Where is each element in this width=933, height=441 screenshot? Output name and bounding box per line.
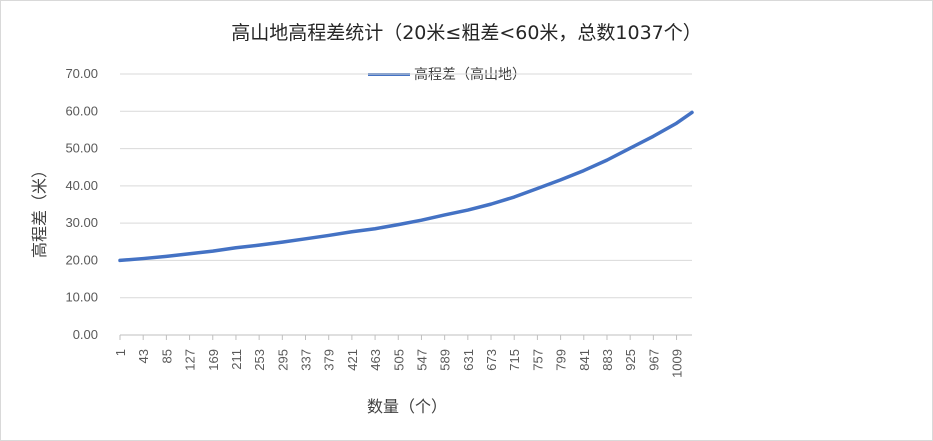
x-tick-label: 253 xyxy=(252,349,267,371)
y-axis-title: 高程差（米） xyxy=(30,161,49,259)
x-tick-label: 379 xyxy=(322,349,337,371)
data-point xyxy=(690,111,694,114)
data-point xyxy=(466,208,470,212)
data-point xyxy=(559,178,562,182)
data-point xyxy=(281,240,284,244)
y-tick-label: 50.00 xyxy=(65,141,98,156)
y-tick-label: 0.00 xyxy=(73,327,98,342)
x-tick-label: 589 xyxy=(438,349,453,371)
data-point xyxy=(234,246,238,249)
data-point xyxy=(443,213,446,217)
x-tick-label: 85 xyxy=(159,349,174,363)
data-point xyxy=(257,243,261,247)
data-point xyxy=(536,187,539,190)
x-tick-label: 841 xyxy=(577,349,592,371)
y-tick-label: 20.00 xyxy=(65,252,98,267)
x-tick-label: 43 xyxy=(136,349,151,363)
data-point xyxy=(211,249,214,253)
x-tick-label: 337 xyxy=(299,349,314,371)
data-point xyxy=(628,146,632,150)
data-point xyxy=(652,135,655,138)
x-tick-label: 967 xyxy=(646,349,661,371)
x-tick-label: 127 xyxy=(183,349,198,371)
x-tick-label: 757 xyxy=(530,349,545,371)
legend-label: 高程差（高山地） xyxy=(414,67,526,83)
data-point xyxy=(141,257,145,260)
y-tick-label: 70.00 xyxy=(65,66,98,81)
data-point xyxy=(188,252,191,255)
data-point xyxy=(675,122,678,125)
data-point xyxy=(118,259,122,262)
x-tick-label: 505 xyxy=(391,349,406,371)
data-point xyxy=(582,169,585,172)
x-tick-label: 211 xyxy=(229,349,244,370)
x-tick-label: 463 xyxy=(368,349,383,371)
x-axis-title: 数量（个） xyxy=(367,397,448,416)
x-tick-label: 295 xyxy=(275,349,290,371)
data-point xyxy=(350,230,354,233)
data-point xyxy=(489,202,493,206)
x-tick-label: 673 xyxy=(484,349,499,371)
data-point xyxy=(605,158,609,162)
y-tick-label: 30.00 xyxy=(65,215,98,230)
series-line xyxy=(118,110,694,263)
x-tick-label: 925 xyxy=(623,349,638,371)
y-tick-label: 10.00 xyxy=(65,290,98,305)
data-point xyxy=(397,223,400,226)
data-point xyxy=(327,234,330,237)
y-tick-label: 60.00 xyxy=(65,103,98,118)
data-point xyxy=(165,255,168,258)
x-tick-label: 799 xyxy=(554,349,569,371)
data-point xyxy=(420,218,423,222)
x-tick-label: 1009 xyxy=(670,349,685,378)
x-tick-label: 547 xyxy=(414,349,429,371)
y-tick-label: 40.00 xyxy=(65,178,98,193)
x-tick-label: 715 xyxy=(507,349,522,371)
data-point xyxy=(304,237,307,241)
x-tick-label: 883 xyxy=(600,349,615,371)
x-tick-label: 421 xyxy=(345,349,360,371)
data-point xyxy=(513,195,516,199)
x-tick-label: 169 xyxy=(206,349,221,371)
x-tick-label: 631 xyxy=(461,349,476,371)
data-point xyxy=(373,227,377,230)
chart-title: 高山地高程差统计（20米≤粗差<60米，总数1037个） xyxy=(231,22,702,44)
x-tick-label: 1 xyxy=(113,349,128,356)
